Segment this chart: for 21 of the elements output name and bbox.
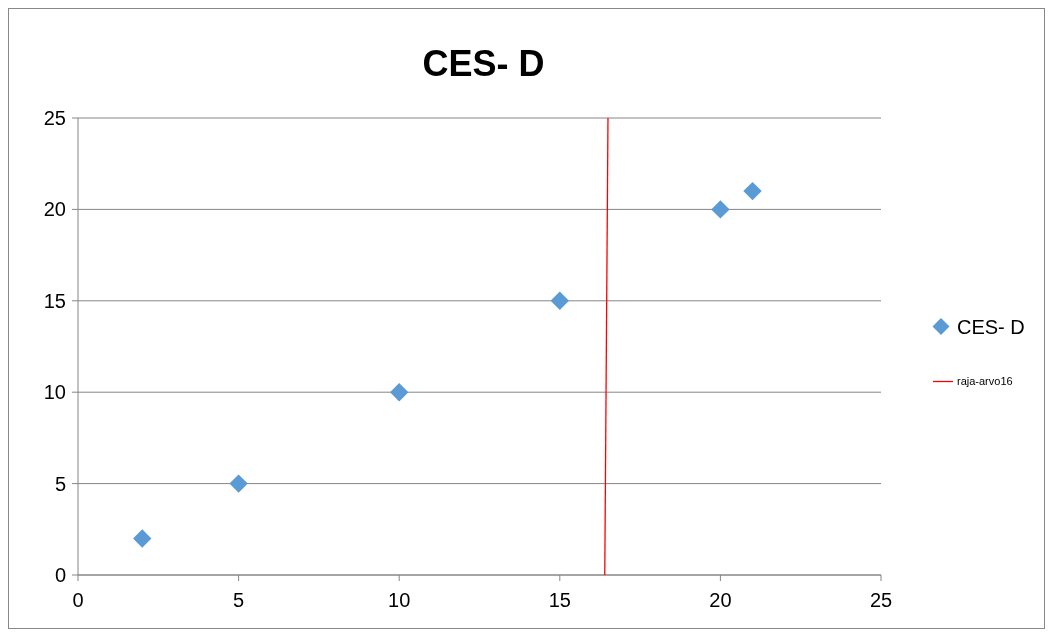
y-tick-label: 0 [54,564,66,586]
x-tick-label: 20 [709,589,732,611]
y-tick-label: 15 [43,289,66,312]
point [550,291,569,310]
x-tick-label: 10 [388,589,411,611]
y-tick-label: 5 [54,472,66,495]
y-tick-label: 25 [43,107,66,129]
point [229,474,248,493]
point [711,200,730,219]
x-tick-label: 0 [72,589,84,611]
chart-title: CES- D [422,43,545,84]
point [743,181,762,201]
x-tick-label: 25 [869,589,893,611]
legend-label: CES- D [957,315,1025,338]
y-tick-label: 10 [43,381,66,404]
point [133,529,152,548]
point [390,383,409,402]
x-tick-label: 5 [233,589,245,611]
y-tick-label: 20 [43,198,66,221]
legend-label: raja-arvo16 [957,375,1013,388]
x-tick-label: 15 [548,589,571,611]
